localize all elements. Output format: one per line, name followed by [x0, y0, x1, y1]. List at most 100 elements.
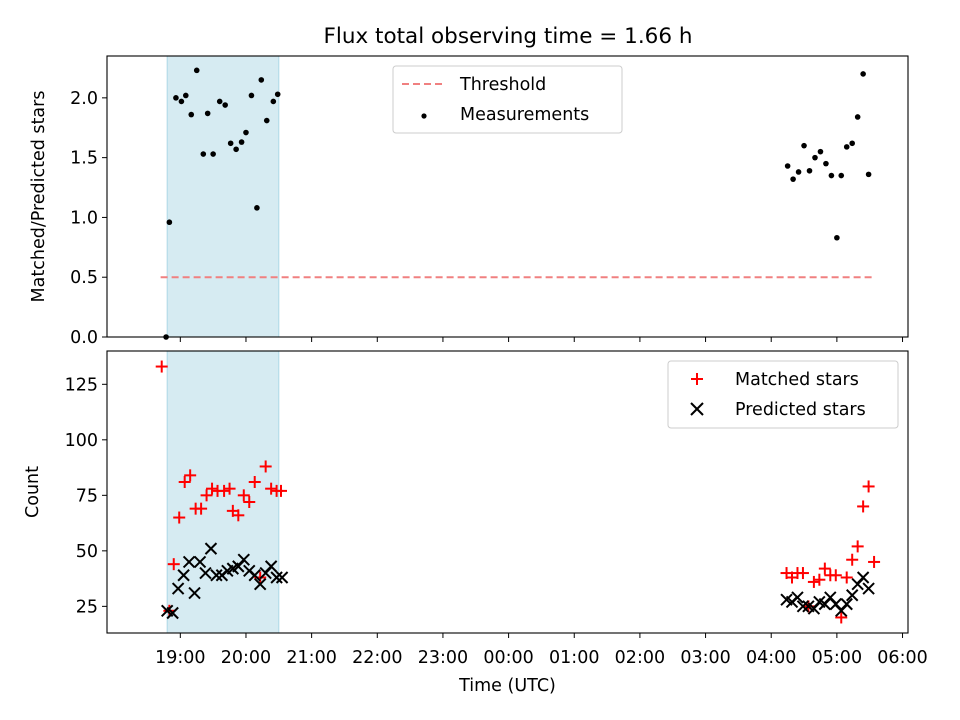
legend-matched-swatch	[691, 373, 703, 385]
predicted-star-point	[166, 606, 179, 620]
ratio-legend: Threshold Measurements	[392, 65, 623, 134]
measurement-points	[163, 67, 872, 340]
measurement-point	[258, 77, 265, 83]
count-y-tick-label: 125	[65, 375, 98, 395]
measurement-point	[795, 169, 802, 175]
matched-star-point	[818, 562, 831, 575]
matched-star-point	[248, 476, 261, 489]
measurement-point	[254, 205, 260, 211]
matched-star-point	[218, 484, 231, 497]
matched-star-point	[173, 511, 186, 524]
ratio-x-ticks	[179, 337, 904, 342]
matched-star-point	[857, 500, 870, 513]
chart-title: Flux total observing time = 1.66 h	[324, 24, 693, 49]
predicted-star-point	[253, 577, 267, 591]
matched-star-point	[184, 469, 197, 482]
predicted-star-point	[270, 571, 283, 584]
ratio-y-tick-label: 0.5	[70, 268, 98, 288]
predicted-star-point	[199, 566, 212, 580]
predicted-star-point	[177, 569, 190, 582]
count-y-tick-label: 25	[76, 597, 98, 617]
x-tick-label: 06:00	[877, 648, 927, 668]
predicted-star-point	[275, 571, 289, 584]
predicted-star-point	[171, 582, 185, 595]
ratio-y-tick-label: 1.5	[70, 149, 98, 169]
measurement-point	[188, 111, 195, 118]
matched-star-point	[862, 480, 875, 493]
matched-star-point	[835, 611, 848, 624]
matched-star-point	[813, 573, 826, 586]
x-tick-label: 02:00	[615, 648, 665, 668]
matched-star-point	[851, 540, 864, 553]
matched-star-point	[200, 489, 213, 502]
count-legend: Matched stars Predicted stars	[667, 360, 899, 429]
measurement-point	[812, 154, 818, 161]
predicted-star-point	[856, 571, 870, 584]
matched-star-point	[232, 509, 245, 522]
measurement-point	[834, 234, 840, 241]
matched-star-point	[167, 558, 180, 571]
measurement-point	[222, 102, 228, 108]
matched-star-point	[807, 575, 820, 588]
ratio-y-axis-label: Matched/Predicted stars	[29, 91, 49, 303]
x-tick-label: 04:00	[746, 648, 796, 668]
measurement-point	[263, 117, 270, 124]
legend-measurements-swatch	[421, 113, 427, 119]
ratio-shaded-interval	[166, 55, 280, 338]
measurement-point	[849, 140, 855, 147]
measurement-point	[248, 92, 255, 99]
measurement-point	[166, 219, 173, 226]
ratio-axes-frame	[106, 55, 909, 338]
matched-star-point	[829, 569, 842, 582]
matched-star-point	[178, 476, 191, 489]
ratio-y-ticks: 0.0 0.5 1.0 1.5 2.0	[70, 89, 107, 348]
ratio-y-tick-label: 1.0	[70, 208, 98, 228]
predicted-star-point	[264, 560, 278, 573]
x-tick-label: 20:00	[221, 648, 271, 668]
x-tick-label: 03:00	[680, 648, 730, 668]
count-y-axis-label: Count	[23, 466, 43, 518]
legend-predicted-label: Predicted stars	[735, 400, 866, 420]
matched-star-point	[206, 482, 219, 495]
matched-star-point	[868, 555, 881, 568]
matched-star-point	[195, 502, 208, 515]
matched-star-point	[155, 360, 168, 373]
x-tick-label: 22:00	[352, 648, 402, 668]
measurement-point	[806, 167, 813, 174]
predicted-star-point	[204, 542, 218, 555]
measurement-point	[227, 140, 234, 147]
count-axes-frame	[106, 350, 909, 634]
measurement-point	[801, 142, 807, 149]
matched-star-points	[155, 360, 881, 624]
matched-star-point	[846, 553, 859, 566]
x-tick-label: 01:00	[549, 648, 599, 668]
count-y-tick-label: 50	[76, 542, 98, 562]
measurement-point	[200, 151, 207, 157]
predicted-star-point	[845, 589, 859, 602]
measurement-point	[784, 163, 791, 169]
measurement-point	[210, 151, 216, 157]
count-y-tick-label: 100	[65, 431, 98, 451]
measurement-point	[817, 148, 824, 155]
x-axis-label: Time (UTC)	[458, 676, 556, 696]
legend-measurements-label: Measurements	[460, 105, 589, 125]
predicted-star-point	[237, 553, 250, 566]
predicted-star-point	[796, 600, 810, 613]
count-y-tick-label: 75	[76, 486, 98, 506]
predicted-star-point	[193, 555, 207, 569]
predicted-star-point	[840, 597, 853, 611]
count-y-ticks: 25 50 75 100 125	[65, 375, 107, 617]
matched-star-point	[796, 567, 809, 580]
ratio-y-tick-label: 0.0	[70, 328, 98, 348]
matched-star-point	[259, 460, 272, 473]
measurement-point	[865, 171, 872, 178]
count-shaded-interval	[166, 350, 280, 634]
legend-predicted-swatch	[690, 402, 704, 416]
measurement-point	[173, 95, 179, 101]
predicted-star-point	[182, 555, 196, 569]
measurement-point	[790, 176, 796, 182]
legend-threshold-label: Threshold	[459, 75, 546, 95]
measurement-point	[860, 71, 866, 77]
count-x-ticks: 19:00 20:00 21:00 22:00 23:00 00:00 01:00 02:00…	[155, 633, 928, 668]
